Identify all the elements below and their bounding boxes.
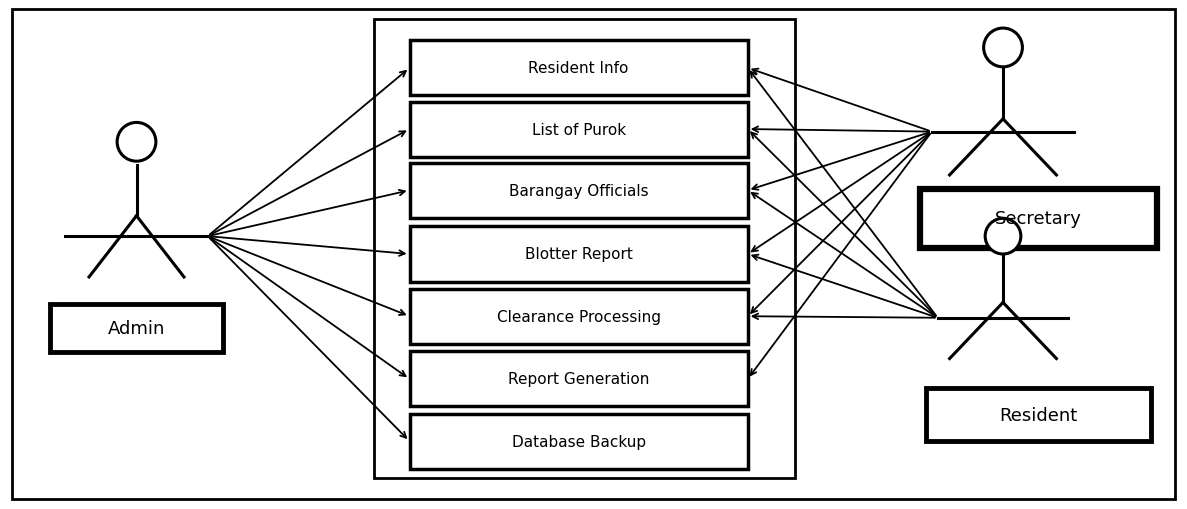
Text: Admin: Admin <box>108 319 165 337</box>
Bar <box>374 20 795 478</box>
Text: Blotter Report: Blotter Report <box>525 247 633 262</box>
Bar <box>410 227 748 282</box>
Ellipse shape <box>985 219 1021 254</box>
Bar <box>410 163 748 218</box>
Bar <box>410 102 748 157</box>
Ellipse shape <box>984 29 1022 68</box>
Text: Barangay Officials: Barangay Officials <box>509 183 648 199</box>
Bar <box>920 190 1157 248</box>
Text: Database Backup: Database Backup <box>512 434 646 449</box>
Bar <box>410 289 748 344</box>
Text: Secretary: Secretary <box>995 210 1083 228</box>
Text: Resident: Resident <box>999 406 1078 424</box>
Text: List of Purok: List of Purok <box>532 122 626 137</box>
Text: Report Generation: Report Generation <box>508 372 649 387</box>
Bar <box>51 304 223 352</box>
Text: Clearance Processing: Clearance Processing <box>496 309 661 324</box>
Bar <box>926 388 1151 441</box>
Bar <box>410 414 748 469</box>
Text: Resident Info: Resident Info <box>528 61 629 76</box>
Bar <box>410 352 748 407</box>
Ellipse shape <box>118 123 155 162</box>
Bar <box>410 41 748 96</box>
